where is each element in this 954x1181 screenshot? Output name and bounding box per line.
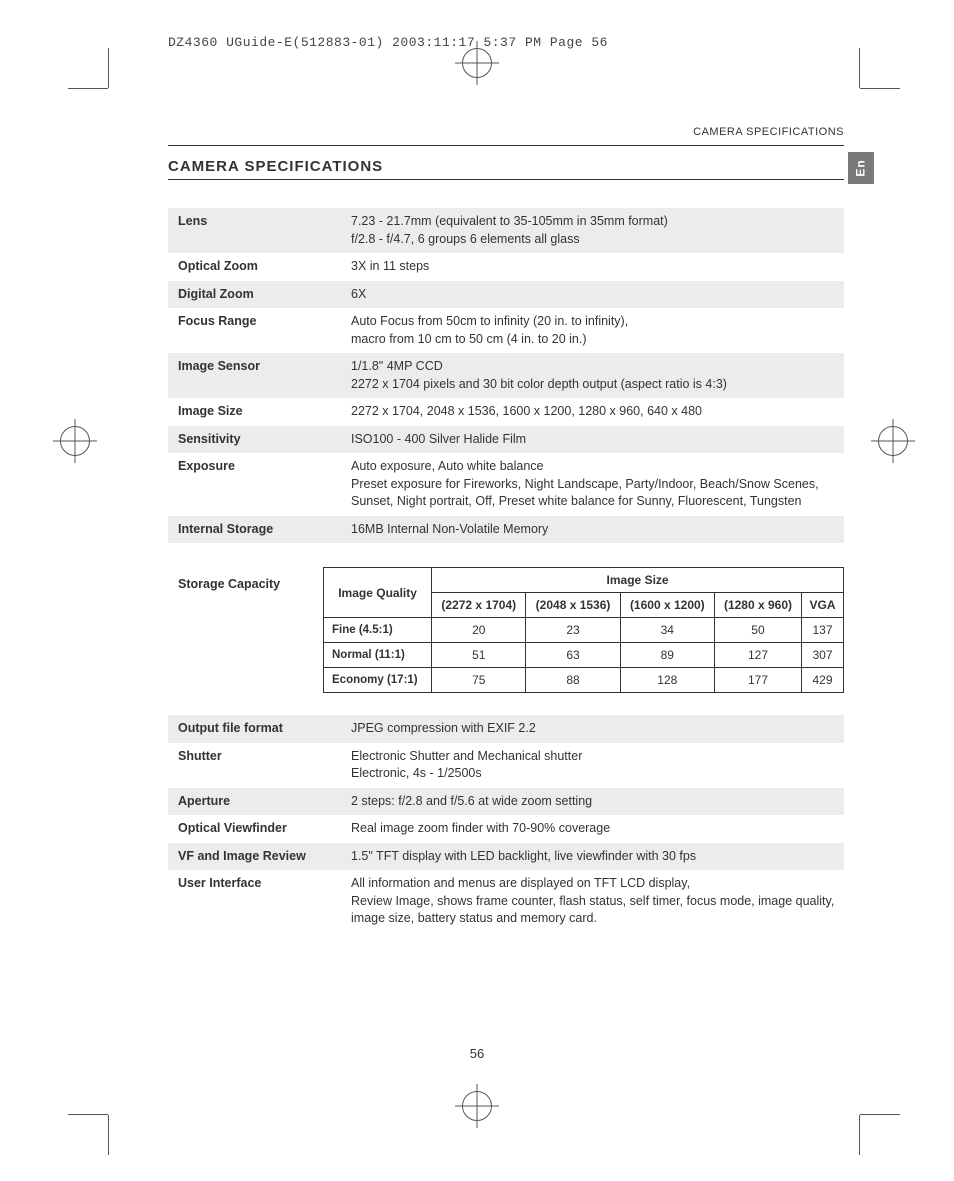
spec-label: Image Sensor [168,353,341,398]
spec-row: Image Size2272 x 1704, 2048 x 1536, 1600… [168,398,844,426]
storage-cell: 23 [526,618,620,643]
spec-row: ShutterElectronic Shutter and Mechanical… [168,743,844,788]
spec-row: Optical ViewfinderReal image zoom finder… [168,815,844,843]
spec-row: Aperture2 steps: f/2.8 and f/5.6 at wide… [168,788,844,816]
spec-value: Auto exposure, Auto white balancePreset … [341,453,844,516]
spec-value: Electronic Shutter and Mechanical shutte… [341,743,844,788]
storage-cell: 89 [620,643,714,668]
spec-label: Optical Viewfinder [168,815,341,843]
spec-row: VF and Image Review1.5" TFT display with… [168,843,844,871]
spec-row: Digital Zoom6X [168,281,844,309]
spec-value: 2 steps: f/2.8 and f/5.6 at wide zoom se… [341,788,844,816]
spec-value: 3X in 11 steps [341,253,844,281]
storage-cell: 88 [526,668,620,693]
spec-label: Aperture [168,788,341,816]
storage-capacity-table: Image QualityImage Size(2272 x 1704)(204… [323,567,844,693]
storage-cell: 51 [432,643,526,668]
spec-value: 6X [341,281,844,309]
header-right-text: CAMERA SPECIFICATIONS [693,126,844,138]
spec-row: Internal Storage16MB Internal Non-Volati… [168,516,844,544]
spec-label: Internal Storage [168,516,341,544]
spec-row: Image Sensor1/1.8" 4MP CCD2272 x 1704 pi… [168,353,844,398]
storage-col-header: (1280 x 960) [714,593,801,618]
storage-cell: 307 [802,643,844,668]
spec-label: Exposure [168,453,341,516]
spec-label: User Interface [168,870,341,933]
storage-row-header: Fine (4.5:1) [324,618,432,643]
spec-table-top: Lens7.23 - 21.7mm (equivalent to 35-105m… [168,208,844,543]
spec-label: VF and Image Review [168,843,341,871]
language-tab-label: En [854,159,868,176]
spec-label: Output file format [168,715,341,743]
storage-quality-header: Image Quality [324,568,432,618]
storage-col-header: (2272 x 1704) [432,593,526,618]
spec-value: ISO100 - 400 Silver Halide Film [341,426,844,454]
storage-cell: 128 [620,668,714,693]
storage-cell: 50 [714,618,801,643]
spec-row: Lens7.23 - 21.7mm (equivalent to 35-105m… [168,208,844,253]
storage-cell: 75 [432,668,526,693]
spec-table-bottom: Output file formatJPEG compression with … [168,715,844,933]
header-rule: CAMERA SPECIFICATIONS [168,145,844,146]
spec-value: Real image zoom finder with 70-90% cover… [341,815,844,843]
spec-row: User InterfaceAll information and menus … [168,870,844,933]
crop-corner-bl [48,1075,88,1115]
register-mark-bottom [462,1091,492,1121]
spec-value: Auto Focus from 50cm to infinity (20 in.… [341,308,844,353]
storage-cell: 63 [526,643,620,668]
storage-col-header: VGA [802,593,844,618]
storage-cell: 127 [714,643,801,668]
storage-row-header: Normal (11:1) [324,643,432,668]
crop-corner-br [880,1075,920,1115]
storage-capacity-label: Storage Capacity [168,567,323,693]
spec-row: Focus RangeAuto Focus from 50cm to infin… [168,308,844,353]
spec-value: All information and menus are displayed … [341,870,844,933]
print-job-header: DZ4360 UGuide-E(512883-01) 2003:11:17 5:… [168,35,844,50]
spec-value: 16MB Internal Non-Volatile Memory [341,516,844,544]
storage-cell: 429 [802,668,844,693]
spec-row: ExposureAuto exposure, Auto white balanc… [168,453,844,516]
spec-label: Optical Zoom [168,253,341,281]
spec-label: Lens [168,208,341,253]
spec-value: 7.23 - 21.7mm (equivalent to 35-105mm in… [341,208,844,253]
storage-col-header: (2048 x 1536) [526,593,620,618]
storage-cell: 20 [432,618,526,643]
spec-label: Focus Range [168,308,341,353]
storage-size-header: Image Size [432,568,844,593]
spec-row: Optical Zoom3X in 11 steps [168,253,844,281]
spec-value: 1.5" TFT display with LED backlight, liv… [341,843,844,871]
spec-value: 1/1.8" 4MP CCD2272 x 1704 pixels and 30 … [341,353,844,398]
spec-row: Output file formatJPEG compression with … [168,715,844,743]
spec-value: 2272 x 1704, 2048 x 1536, 1600 x 1200, 1… [341,398,844,426]
spec-label: Image Size [168,398,341,426]
storage-cell: 177 [714,668,801,693]
storage-col-header: (1600 x 1200) [620,593,714,618]
title-rule [168,179,844,180]
spec-label: Digital Zoom [168,281,341,309]
storage-row-header: Economy (17:1) [324,668,432,693]
language-tab: En [848,152,874,184]
spec-row: SensitivityISO100 - 400 Silver Halide Fi… [168,426,844,454]
spec-label: Sensitivity [168,426,341,454]
spec-label: Shutter [168,743,341,788]
spec-value: JPEG compression with EXIF 2.2 [341,715,844,743]
storage-cell: 34 [620,618,714,643]
section-title: CAMERA SPECIFICATIONS [168,158,844,175]
page-number: 56 [0,1046,954,1061]
storage-cell: 137 [802,618,844,643]
